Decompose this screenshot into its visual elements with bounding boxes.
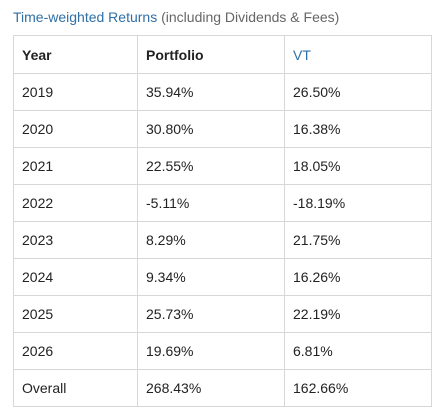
vt-return-cell: 6.81% bbox=[284, 332, 432, 370]
year-cell: 2024 bbox=[13, 258, 138, 296]
portfolio-return-cell: 8.29% bbox=[137, 221, 285, 259]
table-row: 2019 35.94% 26.50% bbox=[13, 73, 432, 111]
year-cell: 2026 bbox=[13, 332, 138, 370]
vt-return-cell: 16.26% bbox=[284, 258, 432, 296]
portfolio-return-cell: -5.11% bbox=[137, 184, 285, 222]
returns-note: (including Dividends & Fees) bbox=[157, 9, 340, 25]
table-row: 2025 25.73% 22.19% bbox=[13, 295, 432, 333]
vt-return-cell: 22.19% bbox=[284, 295, 432, 333]
portfolio-return-cell: 9.34% bbox=[137, 258, 285, 296]
year-cell: 2025 bbox=[13, 295, 138, 333]
table-row: 2022 -5.11% -18.19% bbox=[13, 184, 432, 222]
returns-title-link[interactable]: Time-weighted Returns bbox=[13, 9, 158, 25]
vt-return-cell: 18.05% bbox=[284, 147, 432, 185]
column-header-vt-link[interactable]: VT bbox=[284, 35, 432, 74]
table-row: 2023 8.29% 21.75% bbox=[13, 221, 432, 259]
vt-return-cell: 26.50% bbox=[284, 73, 432, 111]
returns-caption: Time-weighted Returns (including Dividen… bbox=[13, 8, 339, 26]
table-row: 2021 22.55% 18.05% bbox=[13, 147, 432, 185]
year-cell: 2019 bbox=[13, 73, 138, 111]
portfolio-return-cell: 30.80% bbox=[137, 110, 285, 148]
portfolio-return-cell: 22.55% bbox=[137, 147, 285, 185]
year-cell: 2020 bbox=[13, 110, 138, 148]
returns-table: Year Portfolio VT 2019 35.94% 26.50% 202… bbox=[13, 35, 432, 407]
table-row: 2024 9.34% 16.26% bbox=[13, 258, 432, 296]
column-header-year: Year bbox=[13, 35, 138, 74]
vt-return-cell: 21.75% bbox=[284, 221, 432, 259]
table-header-row: Year Portfolio VT bbox=[13, 35, 432, 74]
table-row-overall: Overall 268.43% 162.66% bbox=[13, 369, 432, 407]
year-cell: 2022 bbox=[13, 184, 138, 222]
vt-return-cell: 16.38% bbox=[284, 110, 432, 148]
column-header-portfolio: Portfolio bbox=[137, 35, 285, 74]
portfolio-return-cell: 19.69% bbox=[137, 332, 285, 370]
year-cell: 2023 bbox=[13, 221, 138, 259]
vt-return-cell: -18.19% bbox=[284, 184, 432, 222]
table-row: 2026 19.69% 6.81% bbox=[13, 332, 432, 370]
portfolio-return-cell: 25.73% bbox=[137, 295, 285, 333]
overall-label-cell: Overall bbox=[13, 369, 138, 407]
portfolio-return-cell: 35.94% bbox=[137, 73, 285, 111]
year-cell: 2021 bbox=[13, 147, 138, 185]
portfolio-overall-cell: 268.43% bbox=[137, 369, 285, 407]
table-row: 2020 30.80% 16.38% bbox=[13, 110, 432, 148]
vt-overall-cell: 162.66% bbox=[284, 369, 432, 407]
